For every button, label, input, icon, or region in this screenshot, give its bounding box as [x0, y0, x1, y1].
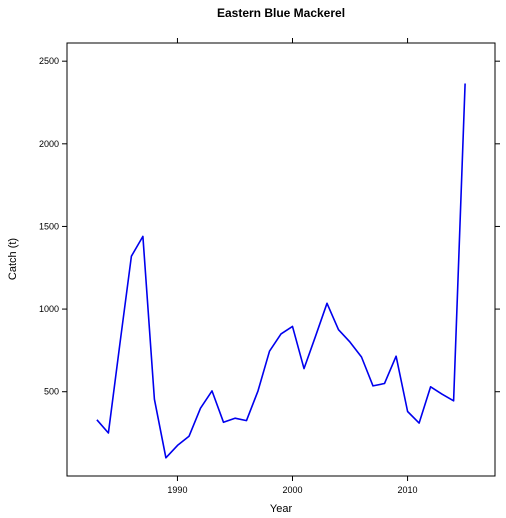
series-line: [96, 83, 466, 459]
x-axis-label: Year: [270, 503, 293, 515]
y-tick-label: 2000: [39, 139, 59, 149]
y-tick-label: 2500: [39, 56, 59, 66]
y-tick-label: 1000: [39, 304, 59, 314]
x-tick-label: 2000: [282, 485, 302, 495]
y-axis: 500 1000 1500 2000 2500: [39, 56, 500, 397]
plot-frame: [66, 42, 496, 477]
x-tick-label: 1990: [167, 485, 187, 495]
chart-title: Eastern Blue Mackerel: [217, 6, 345, 20]
x-tick-label: 2010: [398, 485, 418, 495]
y-tick-label: 1500: [39, 221, 59, 231]
y-axis-label: Catch (t): [7, 238, 19, 280]
y-tick-label: 500: [44, 387, 59, 397]
x-axis: 1990 2000 2010: [167, 38, 418, 495]
